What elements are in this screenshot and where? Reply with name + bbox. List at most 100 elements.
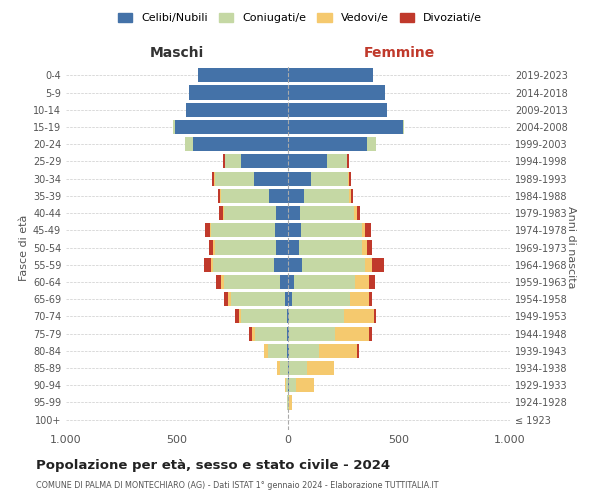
Bar <box>268 344 287 358</box>
Bar <box>294 275 355 289</box>
Bar <box>274 258 288 272</box>
Text: Maschi: Maschi <box>150 46 204 60</box>
Bar <box>198 68 288 82</box>
Bar <box>354 206 356 220</box>
Bar <box>301 223 362 238</box>
Bar <box>292 292 350 306</box>
Bar <box>288 223 301 238</box>
Bar <box>276 240 288 254</box>
Y-axis label: Fasce di età: Fasce di età <box>19 214 29 280</box>
Bar <box>289 326 335 340</box>
Bar <box>280 275 288 289</box>
Bar <box>350 292 368 306</box>
Bar <box>211 223 275 238</box>
Bar <box>186 102 288 117</box>
Bar <box>288 68 373 82</box>
Legend: Celibi/Nubili, Coniugati/e, Vedovi/e, Divoziati/e: Celibi/Nubili, Coniugati/e, Vedovi/e, Di… <box>113 8 487 28</box>
Bar <box>286 378 288 392</box>
Bar <box>362 223 365 238</box>
Bar <box>218 189 220 203</box>
Bar <box>288 189 304 203</box>
Bar <box>287 326 288 340</box>
Bar <box>252 326 254 340</box>
Text: COMUNE DI PALMA DI MONTECHIARO (AG) - Dati ISTAT 1° gennaio 2024 - Elaborazione : COMUNE DI PALMA DI MONTECHIARO (AG) - Da… <box>36 480 439 490</box>
Bar <box>289 361 307 375</box>
Bar <box>289 344 319 358</box>
Bar <box>335 326 369 340</box>
Bar <box>239 310 241 324</box>
Bar <box>288 361 289 375</box>
Bar <box>211 258 212 272</box>
Bar <box>299 240 362 254</box>
Bar <box>288 292 292 306</box>
Bar <box>296 378 314 392</box>
Bar <box>223 206 224 220</box>
Bar <box>288 326 289 340</box>
Bar <box>289 378 296 392</box>
Bar <box>347 154 349 168</box>
Bar <box>287 396 288 409</box>
Bar <box>372 258 383 272</box>
Bar <box>369 275 375 289</box>
Text: Femmine: Femmine <box>364 46 434 60</box>
Bar <box>285 378 286 392</box>
Bar <box>185 137 193 152</box>
Bar <box>280 361 287 375</box>
Bar <box>374 310 376 324</box>
Bar <box>288 240 299 254</box>
Bar <box>365 223 371 238</box>
Bar <box>349 189 351 203</box>
Bar <box>193 137 288 152</box>
Bar <box>269 189 288 203</box>
Bar <box>348 172 349 185</box>
Bar <box>351 189 353 203</box>
Bar <box>215 172 254 185</box>
Bar <box>362 240 367 254</box>
Bar <box>210 223 211 238</box>
Bar <box>289 396 292 409</box>
Bar <box>299 206 354 220</box>
Bar <box>241 154 288 168</box>
Bar <box>288 154 327 168</box>
Bar <box>276 206 288 220</box>
Bar <box>365 258 372 272</box>
Bar <box>205 223 211 238</box>
Bar <box>288 344 289 358</box>
Bar <box>289 310 344 324</box>
Bar <box>288 258 302 272</box>
Bar <box>307 361 334 375</box>
Bar <box>288 310 289 324</box>
Bar <box>214 240 215 254</box>
Bar <box>288 206 299 220</box>
Bar <box>288 120 403 134</box>
Bar <box>367 137 376 152</box>
Bar <box>277 361 280 375</box>
Y-axis label: Anni di nascita: Anni di nascita <box>566 206 576 289</box>
Bar <box>288 172 311 185</box>
Bar <box>254 326 287 340</box>
Bar <box>254 172 288 185</box>
Bar <box>311 172 348 185</box>
Bar <box>288 86 385 100</box>
Bar <box>212 258 274 272</box>
Bar <box>235 310 239 324</box>
Bar <box>344 310 374 324</box>
Bar <box>212 172 214 185</box>
Bar <box>286 292 288 306</box>
Bar <box>356 206 361 220</box>
Bar <box>288 378 289 392</box>
Bar <box>288 396 289 409</box>
Bar <box>175 120 288 134</box>
Bar <box>228 292 231 306</box>
Bar <box>224 206 276 220</box>
Bar <box>368 292 373 306</box>
Bar <box>302 258 365 272</box>
Bar <box>224 292 228 306</box>
Bar <box>369 326 372 340</box>
Bar <box>215 240 276 254</box>
Bar <box>173 120 175 134</box>
Bar <box>189 86 288 100</box>
Bar <box>214 172 215 185</box>
Bar <box>221 275 224 289</box>
Bar <box>263 344 268 358</box>
